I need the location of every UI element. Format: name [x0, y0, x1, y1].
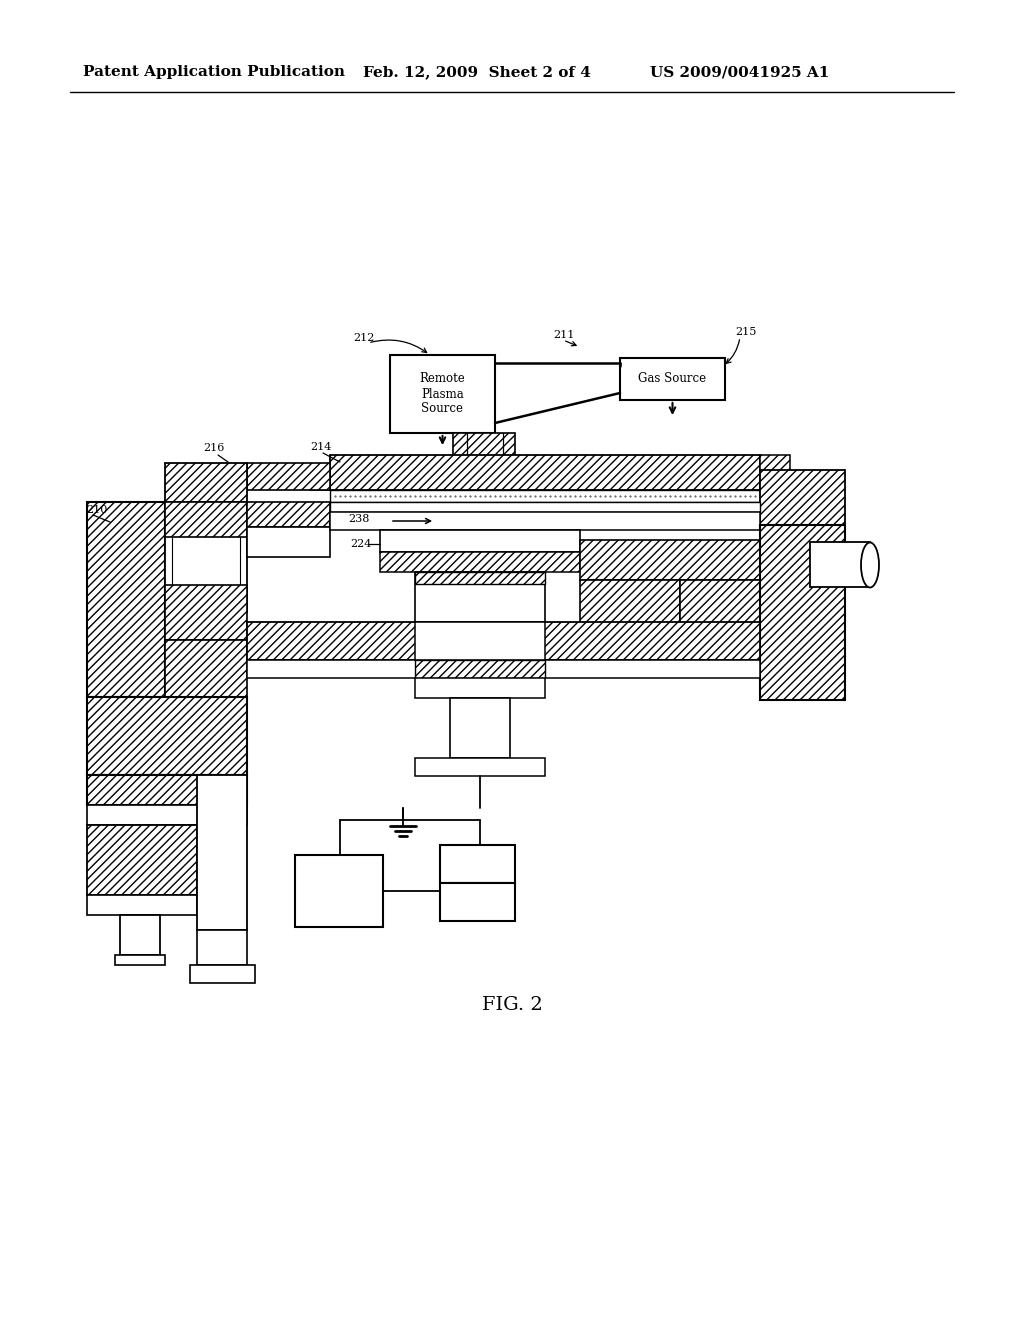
Bar [760, 470, 845, 525]
Bar [197, 931, 247, 965]
Text: 238: 238 [348, 513, 370, 524]
Bar [87, 825, 197, 895]
Bar [390, 355, 495, 433]
Text: 210: 210 [86, 506, 108, 515]
Bar [247, 502, 330, 527]
Bar [415, 622, 545, 660]
Bar [415, 572, 545, 583]
Bar [760, 525, 845, 700]
Bar [680, 579, 760, 635]
Text: Gas Source: Gas Source [638, 372, 707, 385]
Bar [247, 622, 760, 660]
Bar [165, 502, 247, 537]
Bar [330, 512, 760, 531]
Bar [453, 433, 515, 478]
Text: Patent Application Publication: Patent Application Publication [83, 65, 345, 79]
Bar [247, 660, 760, 678]
Text: US 2009/0041925 A1: US 2009/0041925 A1 [650, 65, 829, 79]
Bar [330, 502, 760, 512]
Bar [310, 465, 330, 490]
Bar [165, 502, 247, 612]
Bar [87, 697, 247, 775]
Text: 211: 211 [553, 330, 574, 341]
Bar [115, 954, 165, 965]
Bar [172, 510, 240, 605]
Bar [440, 883, 515, 921]
Bar [415, 758, 545, 776]
Bar [165, 585, 247, 640]
Text: 215: 215 [735, 327, 757, 337]
Bar [380, 531, 580, 552]
Text: 224: 224 [350, 539, 372, 549]
Bar [810, 543, 870, 587]
Bar [415, 572, 545, 622]
Bar [580, 540, 760, 579]
Bar [620, 358, 725, 400]
Bar [330, 455, 760, 490]
Text: Remote
Plasma
Source: Remote Plasma Source [420, 372, 465, 416]
Bar [165, 640, 247, 697]
Bar [247, 463, 330, 490]
Text: 216: 216 [203, 444, 224, 453]
Bar [380, 552, 580, 572]
Text: 214: 214 [310, 442, 332, 451]
Bar [197, 775, 247, 931]
Bar [247, 527, 330, 557]
Bar [450, 698, 510, 758]
Bar [165, 463, 247, 523]
Bar [415, 678, 545, 698]
Bar [87, 775, 247, 805]
Bar [87, 895, 197, 915]
Bar [190, 965, 255, 983]
Bar [330, 490, 760, 502]
Text: FIG. 2: FIG. 2 [481, 997, 543, 1014]
Bar [760, 455, 790, 490]
Bar [87, 805, 247, 825]
Bar [580, 579, 680, 635]
Bar [120, 915, 160, 954]
Text: 212: 212 [353, 333, 375, 343]
Ellipse shape [861, 543, 879, 587]
Bar [87, 502, 165, 697]
Bar [415, 660, 545, 678]
Text: Feb. 12, 2009  Sheet 2 of 4: Feb. 12, 2009 Sheet 2 of 4 [362, 65, 591, 79]
Bar [440, 845, 515, 883]
Bar [295, 855, 383, 927]
